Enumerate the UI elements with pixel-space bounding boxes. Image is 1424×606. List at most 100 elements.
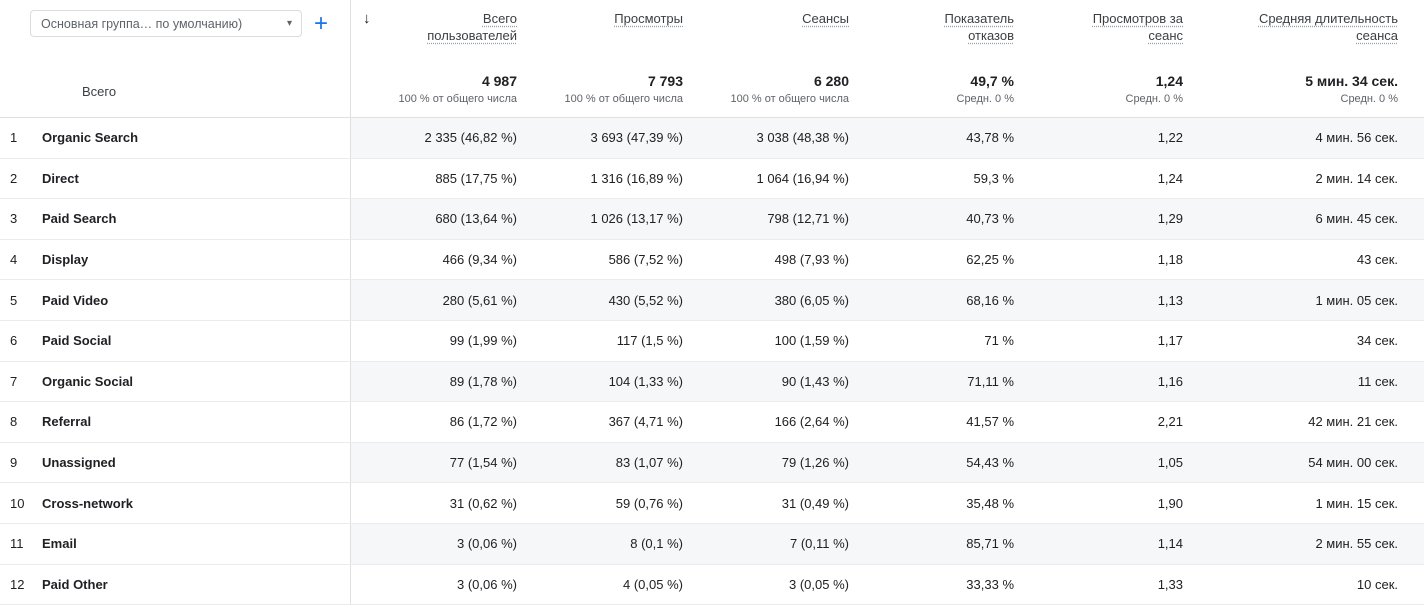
sort-descending-icon[interactable]: ↓ xyxy=(363,10,371,27)
row-number: 9 xyxy=(10,455,18,471)
column-header-views[interactable]: Просмотры xyxy=(531,0,697,56)
total-subtext: Средн. 0 % xyxy=(1125,92,1184,105)
metric-value: 2 335 (46,82 %) xyxy=(350,118,531,158)
metric-value: 3 (0,06 %) xyxy=(350,523,531,564)
metric-value: 1,33 xyxy=(1157,576,1183,592)
metric-value: 40,73 % xyxy=(863,199,1028,239)
table-row[interactable]: 8 Referral 86 (1,72 %) 367 (4,71 %) 166 … xyxy=(0,402,1424,443)
column-header-label: Просмотры xyxy=(614,11,683,26)
metric-value: 1 316 (16,89 %) xyxy=(590,170,683,186)
column-header-sessions[interactable]: Сеансы xyxy=(697,0,863,56)
metric-value: 166 (2,64 %) xyxy=(774,414,849,430)
metric-value: 31 (0,62 %) xyxy=(350,483,531,523)
metric-value: 1,14 xyxy=(1028,523,1197,564)
metric-value: 89 (1,78 %) xyxy=(350,361,531,402)
totals-label: Всего xyxy=(82,84,117,99)
metric-value: 367 (4,71 %) xyxy=(608,414,683,430)
column-header-avg-session-duration[interactable]: Средняя длительность сеанса xyxy=(1197,0,1424,56)
metric-value: 100 (1,59 %) xyxy=(774,333,849,349)
table-row[interactable]: 12 Paid Other 3 (0,06 %) 4 (0,05 %) 3 (0… xyxy=(0,564,1424,606)
column-header-label: Средняя длительность сеанса xyxy=(1258,11,1398,43)
table-row[interactable]: 11 Email 3 (0,06 %) 8 (0,1 %) 7 (0,11 %)… xyxy=(0,523,1424,565)
total-value: 1,24 xyxy=(1155,72,1183,89)
totals-bounce-rate: 49,7 % Средн. 0 % xyxy=(863,56,1028,117)
column-header-views-per-session[interactable]: Просмотров за сеанс xyxy=(1028,0,1197,56)
row-number: 10 xyxy=(10,495,25,511)
table-row[interactable]: 5 Paid Video 280 (5,61 %) 430 (5,52 %) 3… xyxy=(0,280,1424,321)
column-header-users[interactable]: ↓ Всего пользователей xyxy=(350,0,531,56)
channel-name: Email xyxy=(42,536,77,552)
add-dimension-button[interactable]: + xyxy=(314,10,329,37)
metric-value: 104 (1,33 %) xyxy=(531,361,697,402)
metric-value: 3 (0,05 %) xyxy=(789,576,849,592)
row-number: 3 xyxy=(10,211,18,227)
channel-name: Direct xyxy=(42,170,79,186)
metric-value: 42 мин. 21 сек. xyxy=(1308,414,1398,430)
total-subtext: Средн. 0 % xyxy=(1340,92,1399,105)
metric-value: 85,71 % xyxy=(863,523,1028,564)
total-subtext: Средн. 0 % xyxy=(956,92,1015,105)
metric-value: 1 мин. 15 сек. xyxy=(1315,495,1398,511)
table-row[interactable]: 1 Organic Search 2 335 (46,82 %) 3 693 (… xyxy=(0,118,1424,159)
channel-name: Paid Social xyxy=(42,333,112,349)
metric-value: 59,3 % xyxy=(973,170,1014,186)
row-number: 7 xyxy=(10,373,18,389)
table-row[interactable]: 9 Unassigned 77 (1,54 %) 83 (1,07 %) 79 … xyxy=(0,442,1424,484)
metric-value: 31 (0,49 %) xyxy=(781,495,849,511)
metric-value: 1 064 (16,94 %) xyxy=(756,170,849,186)
dimension-toolbar: Основная группа… по умолчанию) ▾ + xyxy=(0,0,350,56)
metric-value: 498 (7,93 %) xyxy=(774,252,849,268)
row-number: 8 xyxy=(10,414,18,430)
total-value: 5 мин. 34 сек. xyxy=(1305,72,1398,89)
table-row[interactable]: 10 Cross-network 31 (0,62 %) 59 (0,76 %)… xyxy=(0,483,1424,524)
totals-avg-session-duration: 5 мин. 34 сек. Средн. 0 % xyxy=(1197,56,1424,117)
dimension-dropdown[interactable]: Основная группа… по умолчанию) ▾ xyxy=(30,10,302,37)
chevron-down-icon: ▾ xyxy=(286,18,292,29)
metric-value: 1,13 xyxy=(1028,280,1197,320)
metric-value: 586 (7,52 %) xyxy=(608,252,683,268)
metric-value: 35,48 % xyxy=(966,495,1014,511)
metric-value: 1,29 xyxy=(1028,199,1197,239)
totals-views: 7 793 100 % от общего числа xyxy=(531,56,697,117)
table-row[interactable]: 7 Organic Social 89 (1,78 %) 104 (1,33 %… xyxy=(0,361,1424,403)
metric-value: 1 мин. 05 сек. xyxy=(1197,280,1424,320)
row-number: 1 xyxy=(10,130,18,146)
metric-value: 43 сек. xyxy=(1356,252,1398,268)
metric-value: 2 мин. 55 сек. xyxy=(1197,523,1424,564)
metric-value: 79 (1,26 %) xyxy=(697,442,863,483)
metric-value: 59 (0,76 %) xyxy=(615,495,683,511)
metric-value: 1 026 (13,17 %) xyxy=(531,199,697,239)
metric-value: 7 (0,11 %) xyxy=(697,523,863,564)
row-number: 12 xyxy=(10,576,25,592)
metric-value: 43,78 % xyxy=(863,118,1028,158)
channel-name: Cross-network xyxy=(42,495,134,511)
metric-value: 77 (1,54 %) xyxy=(350,442,531,483)
metric-value: 117 (1,5 %) xyxy=(616,333,683,349)
table-row[interactable]: 6 Paid Social 99 (1,99 %) 117 (1,5 %) 10… xyxy=(0,320,1424,362)
dimension-dropdown-label: Основная группа… по умолчанию) xyxy=(41,16,243,31)
totals-views-per-session: 1,24 Средн. 0 % xyxy=(1028,56,1197,117)
metric-value: 41,57 % xyxy=(966,414,1014,430)
row-number: 4 xyxy=(10,252,18,268)
channel-name: Referral xyxy=(42,414,92,430)
total-subtext: 100 % от общего числа xyxy=(564,92,683,105)
column-header-bounce-rate[interactable]: Показатель отказов xyxy=(863,0,1028,56)
table-row[interactable]: 2 Direct 885 (17,75 %) 1 316 (16,89 %) 1… xyxy=(0,158,1424,200)
total-value: 7 793 xyxy=(647,72,683,89)
metric-value: 466 (9,34 %) xyxy=(350,239,531,280)
metric-value: 2 мин. 14 сек. xyxy=(1315,170,1398,186)
row-number: 6 xyxy=(10,333,18,349)
metric-value: 1,16 xyxy=(1028,361,1197,402)
total-value: 49,7 % xyxy=(970,72,1014,89)
channel-name: Paid Other xyxy=(42,576,108,592)
metric-value: 1,24 xyxy=(1157,170,1183,186)
metric-value: 3 038 (48,38 %) xyxy=(697,118,863,158)
column-header-label: Сеансы xyxy=(802,11,849,26)
column-header-label: Всего пользователей xyxy=(427,11,517,43)
metric-value: 71 % xyxy=(984,333,1014,349)
metric-value: 280 (5,61 %) xyxy=(350,280,531,320)
table-row[interactable]: 4 Display 466 (9,34 %) 586 (7,52 %) 498 … xyxy=(0,239,1424,281)
metric-value: 4 мин. 56 сек. xyxy=(1197,118,1424,158)
table-row[interactable]: 3 Paid Search 680 (13,64 %) 1 026 (13,17… xyxy=(0,199,1424,240)
metric-value: 1,22 xyxy=(1028,118,1197,158)
